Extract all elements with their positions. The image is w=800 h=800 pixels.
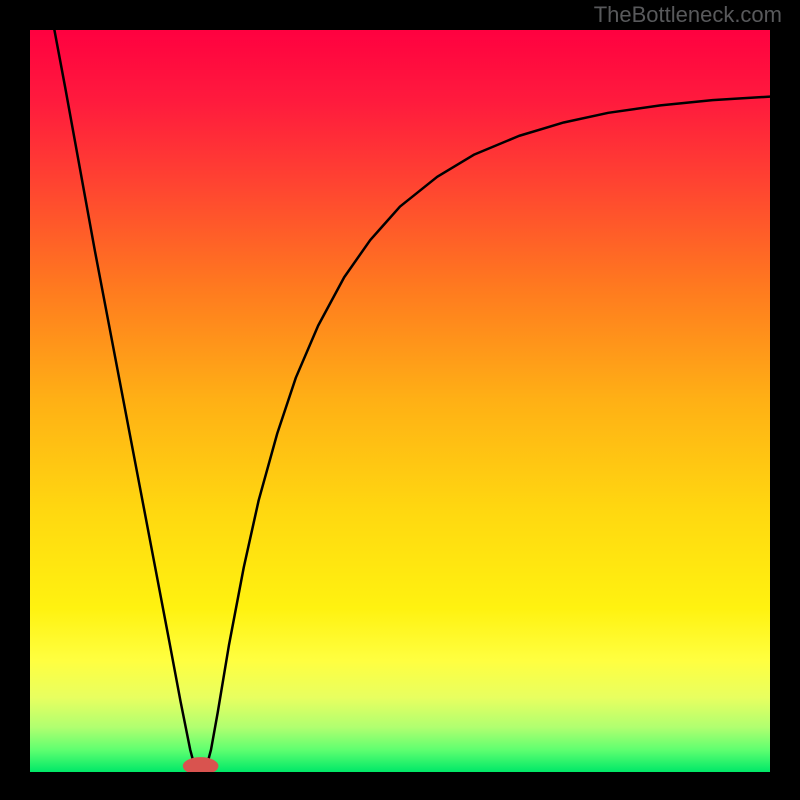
watermark-text: TheBottleneck.com [594,2,782,28]
chart-frame [28,28,772,772]
